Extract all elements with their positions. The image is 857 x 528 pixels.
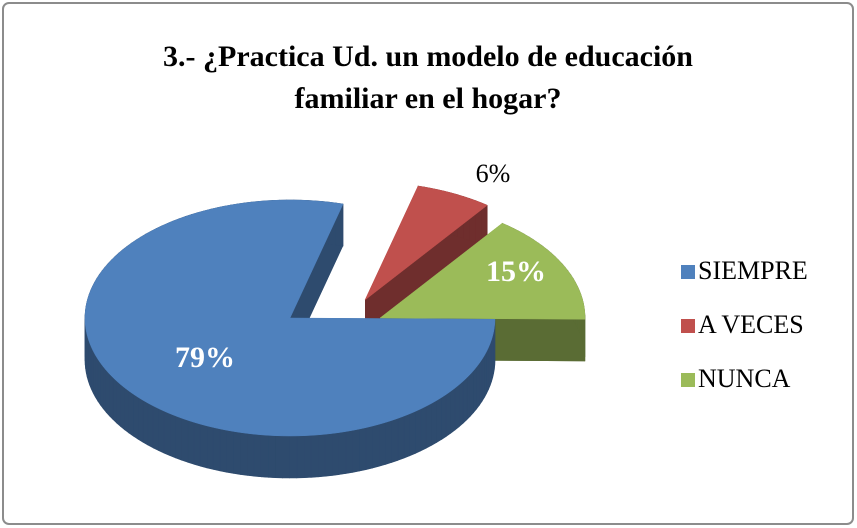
slice-edge [462, 377, 468, 424]
slice-edge [365, 425, 373, 470]
slice-edge [219, 428, 227, 473]
slice-edge [260, 434, 269, 478]
slice-edge [199, 423, 208, 469]
slice-edge [415, 408, 422, 454]
slice-edge [397, 415, 405, 461]
slice-edge [102, 365, 107, 414]
slice-edge [97, 357, 101, 406]
slice-edge [352, 428, 360, 473]
slice-edge [466, 373, 471, 421]
slice-edge [454, 384, 460, 431]
chart-title: 3.- ¿Practica Ud. un modelo de educación… [163, 40, 693, 115]
slice-edge [193, 421, 201, 467]
slice-edge [233, 431, 241, 475]
slice-3d [84, 199, 496, 479]
legend-label: SIEMPRE [698, 256, 808, 285]
legend-swatch [681, 265, 695, 279]
slice-edge [359, 427, 367, 472]
slice-edge [275, 435, 283, 479]
slice-edge [282, 435, 290, 479]
legend-label: A VECES [698, 310, 804, 339]
legend-swatch [681, 373, 695, 387]
slice-edge [206, 425, 214, 470]
slice-edge [385, 420, 392, 465]
legend-label: NUNCA [698, 364, 791, 393]
slice-edge [420, 405, 427, 452]
slice [84, 199, 496, 437]
slice [364, 185, 488, 301]
slice-edge [484, 351, 487, 398]
slice-edge [431, 399, 437, 446]
slice-edge [481, 354, 485, 403]
data-label: 6% [476, 159, 511, 188]
slice-edge [338, 431, 347, 475]
slice-edge [128, 390, 134, 437]
slice-edge [95, 353, 99, 402]
slice-edge [100, 361, 104, 410]
slice-edge [473, 366, 477, 414]
slice-edge [372, 423, 380, 469]
slice-edge [92, 351, 96, 398]
slice-edge [133, 393, 139, 440]
slice-edge [116, 380, 121, 428]
legend-swatch [681, 319, 695, 333]
slice-edge [226, 429, 234, 474]
slice-edge [476, 362, 480, 410]
slice-edge [163, 410, 171, 457]
data-label: 15% [486, 255, 546, 288]
slice-edge [187, 419, 195, 465]
slice-edge [289, 435, 298, 479]
slice-edge [378, 422, 386, 467]
slice-edge [469, 369, 474, 417]
slice-edge [310, 434, 319, 478]
slice-edge [142, 399, 149, 446]
slice-edge [109, 373, 114, 421]
slice-edge [147, 402, 154, 449]
slice-edge [479, 358, 483, 407]
slice-edge [403, 413, 410, 459]
slice-edge [175, 415, 182, 461]
slice-edge [240, 432, 248, 476]
slice-edge [212, 427, 221, 472]
slice-edge [436, 396, 442, 444]
slice-edge [425, 402, 432, 449]
slice-edge [137, 396, 144, 443]
slice-edge [409, 410, 416, 457]
slice [379, 222, 586, 320]
slice-edge [331, 432, 340, 476]
slice-edge [268, 435, 276, 479]
slice-edge [317, 433, 326, 478]
slice-edge [445, 390, 451, 438]
slice-edge [345, 429, 353, 474]
slice-edge [105, 369, 110, 417]
slice-edge [124, 387, 130, 434]
slice-edge [296, 435, 305, 479]
slice-edge [152, 405, 159, 452]
slice-edge [181, 417, 189, 463]
slice-edge [112, 376, 117, 424]
slice-edge [450, 387, 456, 434]
slice-edge [324, 433, 333, 477]
slice-edge [391, 417, 399, 463]
slice-edge [441, 393, 447, 441]
data-label: 79% [175, 341, 235, 374]
slice-edge [120, 383, 125, 431]
slice-edge [158, 408, 165, 454]
slice-edge [253, 433, 262, 478]
slice-edge [303, 435, 312, 479]
slice-edge [246, 433, 255, 477]
slice-edge [458, 380, 464, 428]
slice-edge [169, 413, 176, 459]
